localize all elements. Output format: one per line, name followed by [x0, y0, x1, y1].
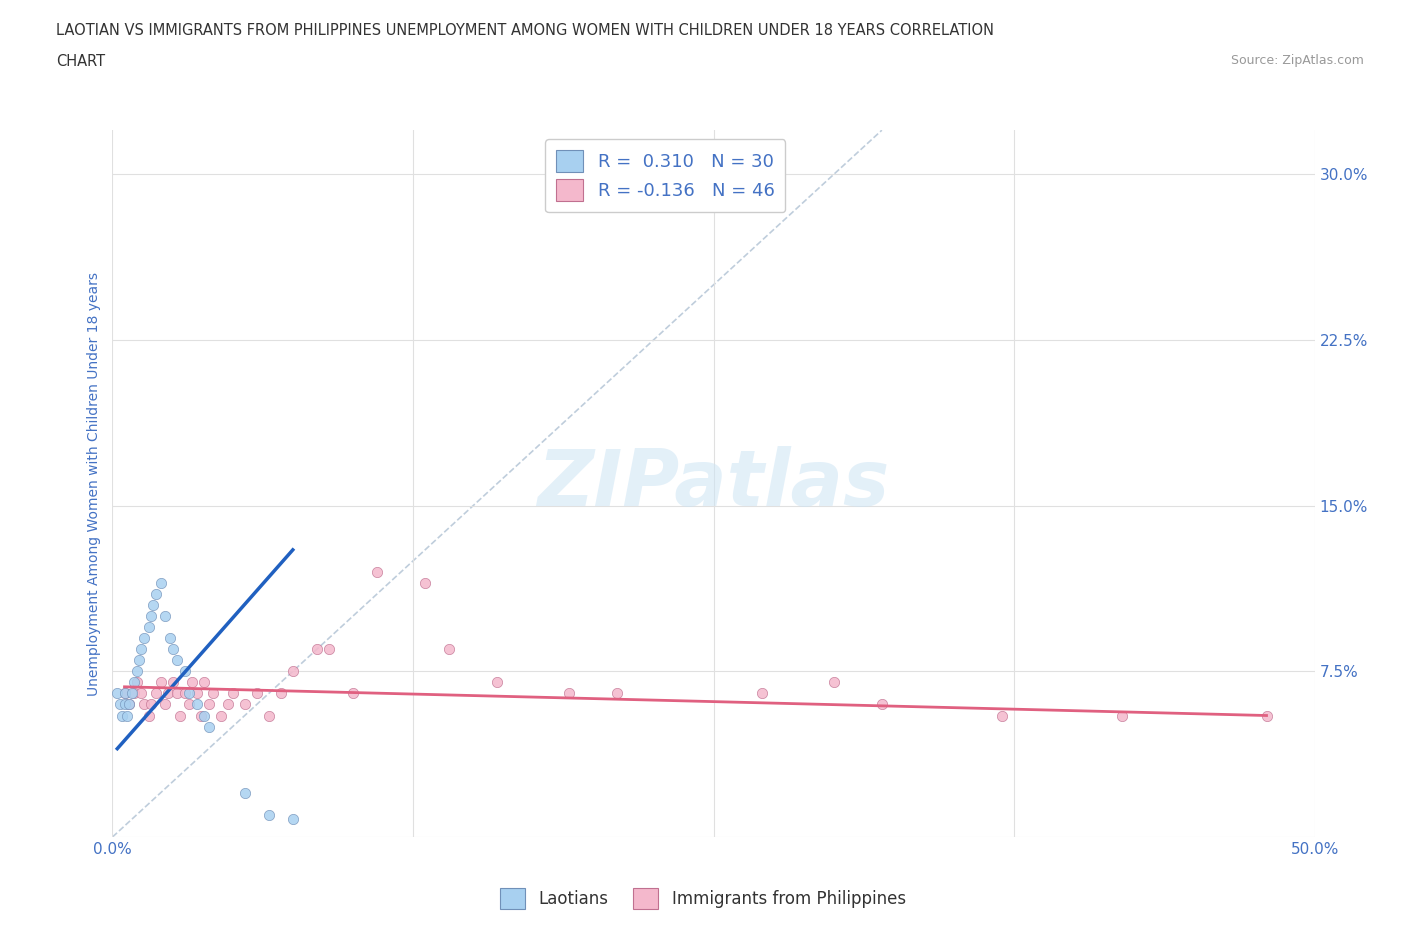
Point — [138, 619, 160, 634]
Point — [246, 686, 269, 701]
Point — [173, 664, 195, 679]
Point — [121, 686, 143, 701]
Point — [108, 698, 131, 712]
Text: ZIPatlas: ZIPatlas — [537, 445, 890, 522]
Point — [128, 653, 150, 668]
Point — [149, 675, 172, 690]
Point — [179, 686, 201, 701]
Point — [186, 698, 208, 712]
Point — [114, 686, 136, 701]
Point — [305, 642, 328, 657]
Point — [114, 686, 136, 701]
Point — [257, 807, 280, 822]
Point — [169, 708, 191, 723]
Point — [281, 812, 304, 827]
Point — [166, 653, 188, 668]
Point — [138, 708, 160, 723]
Point — [190, 708, 212, 723]
Point — [186, 686, 208, 701]
Point — [233, 698, 256, 712]
Point — [1256, 708, 1278, 723]
Point — [870, 698, 893, 712]
Point — [217, 698, 239, 712]
Point — [270, 686, 292, 701]
Point — [222, 686, 245, 701]
Point — [111, 708, 134, 723]
Point — [115, 708, 138, 723]
Point — [122, 686, 145, 701]
Point — [125, 664, 148, 679]
Text: Source: ZipAtlas.com: Source: ZipAtlas.com — [1230, 54, 1364, 67]
Point — [132, 698, 155, 712]
Point — [179, 698, 201, 712]
Point — [366, 565, 388, 579]
Point — [122, 675, 145, 690]
Point — [145, 686, 167, 701]
Point — [257, 708, 280, 723]
Text: CHART: CHART — [56, 54, 105, 69]
Point — [131, 642, 153, 657]
Point — [105, 686, 128, 701]
Point — [751, 686, 773, 701]
Point — [318, 642, 340, 657]
Y-axis label: Unemployment Among Women with Children Under 18 years: Unemployment Among Women with Children U… — [87, 272, 101, 696]
Point — [162, 675, 184, 690]
Point — [486, 675, 509, 690]
Point — [132, 631, 155, 645]
Point — [342, 686, 364, 701]
Point — [281, 664, 304, 679]
Text: LAOTIAN VS IMMIGRANTS FROM PHILIPPINES UNEMPLOYMENT AMONG WOMEN WITH CHILDREN UN: LAOTIAN VS IMMIGRANTS FROM PHILIPPINES U… — [56, 23, 994, 38]
Legend: R =  0.310   N = 30, R = -0.136   N = 46: R = 0.310 N = 30, R = -0.136 N = 46 — [546, 140, 786, 212]
Point — [156, 686, 179, 701]
Point — [139, 698, 162, 712]
Point — [159, 631, 181, 645]
Point — [142, 598, 165, 613]
Point — [155, 609, 177, 624]
Legend: Laotians, Immigrants from Philippines: Laotians, Immigrants from Philippines — [492, 880, 914, 917]
Point — [114, 698, 136, 712]
Point — [131, 686, 153, 701]
Point — [180, 675, 202, 690]
Point — [193, 675, 215, 690]
Point — [139, 609, 162, 624]
Point — [193, 708, 215, 723]
Point — [202, 686, 225, 701]
Point — [1111, 708, 1133, 723]
Point — [125, 675, 148, 690]
Point — [118, 698, 141, 712]
Point — [991, 708, 1014, 723]
Point — [209, 708, 232, 723]
Point — [162, 642, 184, 657]
Point — [166, 686, 188, 701]
Point — [413, 576, 436, 591]
Point — [606, 686, 628, 701]
Point — [145, 587, 167, 602]
Point — [149, 576, 172, 591]
Point — [197, 719, 219, 734]
Point — [558, 686, 581, 701]
Point — [118, 698, 141, 712]
Point — [155, 698, 177, 712]
Point — [437, 642, 460, 657]
Point — [233, 785, 256, 800]
Point — [197, 698, 219, 712]
Point — [173, 686, 195, 701]
Point — [823, 675, 845, 690]
